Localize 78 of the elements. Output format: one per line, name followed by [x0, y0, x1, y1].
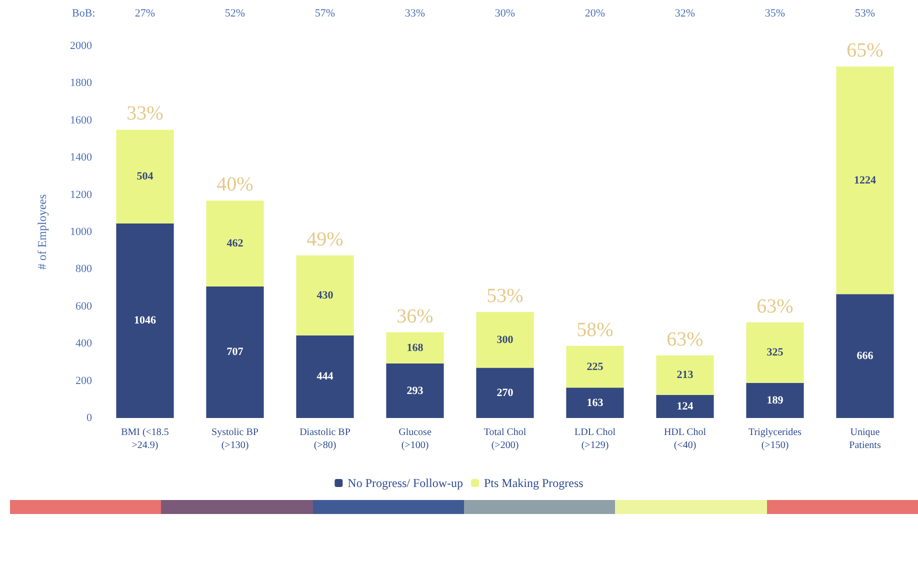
data-label: 1046 [134, 314, 156, 327]
text: 35% [764, 8, 786, 20]
bar [566, 388, 624, 418]
x-tick-label: Glucose (>100) [398, 427, 432, 451]
text: 20% [584, 8, 606, 20]
y-tick-label: 600 [76, 300, 92, 312]
bar [566, 346, 624, 388]
annotation: 58% [576, 318, 614, 341]
bar [746, 382, 804, 418]
text: 57% [314, 8, 336, 20]
bar [206, 286, 264, 418]
legend-label: No Progress/ Follow-up [348, 476, 464, 490]
y-tick-label: 1400 [70, 152, 92, 164]
data-label: 213 [676, 369, 694, 382]
text: 32% [674, 8, 696, 20]
data-label: 300 [496, 334, 514, 346]
bar [206, 200, 264, 286]
x-tick-label: HDL Chol (<40) [664, 427, 706, 451]
data-label: 666 [856, 350, 874, 362]
annotation: 63% [756, 295, 794, 318]
bar [386, 332, 444, 364]
data-label: 168 [406, 342, 424, 354]
data-label: 444 [316, 370, 334, 383]
data-label: 225 [586, 360, 604, 373]
annotation: 65% [846, 39, 884, 62]
data-label: 270 [496, 386, 514, 399]
data-label: 462 [226, 238, 244, 250]
annotation: 49% [306, 228, 344, 250]
data-label: 325 [766, 346, 784, 359]
y-tick-label: 1000 [70, 226, 92, 238]
text: BoB: [72, 8, 96, 20]
data-label: 504 [136, 170, 154, 183]
data-label: 707 [226, 346, 244, 358]
annotation: 36% [396, 305, 434, 328]
text: 33% [404, 8, 426, 20]
bar [116, 130, 174, 224]
text: 52% [224, 8, 246, 20]
y-tick-label: 800 [76, 263, 92, 276]
bar [476, 312, 534, 368]
bar [836, 66, 894, 294]
bar [656, 394, 714, 418]
x-tick-label: Diastolic BP (>80) [300, 427, 351, 451]
text: 53% [854, 8, 876, 20]
y-axis-title: # of Employees [35, 194, 49, 270]
data-label: 163 [586, 396, 604, 409]
annotation: 53% [486, 284, 524, 307]
annotation: 63% [666, 328, 704, 350]
x-tick-label: Systolic BP (>130) [212, 427, 259, 451]
bar [746, 322, 804, 383]
legend-label: Pts Making Progress [484, 476, 584, 490]
y-tick-label: 2000 [70, 40, 92, 52]
y-tick-label: 1600 [70, 114, 92, 126]
x-tick-label: Total Chol (>200) [484, 427, 526, 451]
y-tick-label: 200 [76, 374, 92, 387]
x-tick-label: Triglycerides (>150) [748, 427, 802, 451]
bar [836, 294, 894, 418]
x-tick-label: BMI (<18.5 >24.9) [121, 427, 169, 451]
y-tick-label: 1200 [70, 188, 92, 201]
data-label: 1224 [854, 174, 876, 186]
bar [476, 368, 534, 418]
y-tick-label: 400 [76, 338, 92, 350]
data-label: 293 [406, 384, 424, 397]
bar [296, 335, 354, 418]
y-tick-label: 0 [86, 412, 92, 424]
bar [116, 223, 174, 418]
text: 30% [494, 8, 516, 20]
data-label: 124 [676, 400, 694, 412]
x-tick-label: Unique Patients [849, 427, 881, 451]
bar [386, 364, 444, 418]
data-label: 430 [316, 289, 334, 302]
annotation: 33% [126, 102, 164, 125]
x-tick-label: LDL Chol (>129) [574, 427, 616, 451]
y-tick-label: 1800 [70, 77, 92, 90]
bar [296, 255, 354, 336]
text: 27% [134, 8, 156, 20]
bar [656, 355, 714, 395]
annotation: 40% [216, 174, 254, 196]
data-label: 189 [766, 394, 784, 406]
